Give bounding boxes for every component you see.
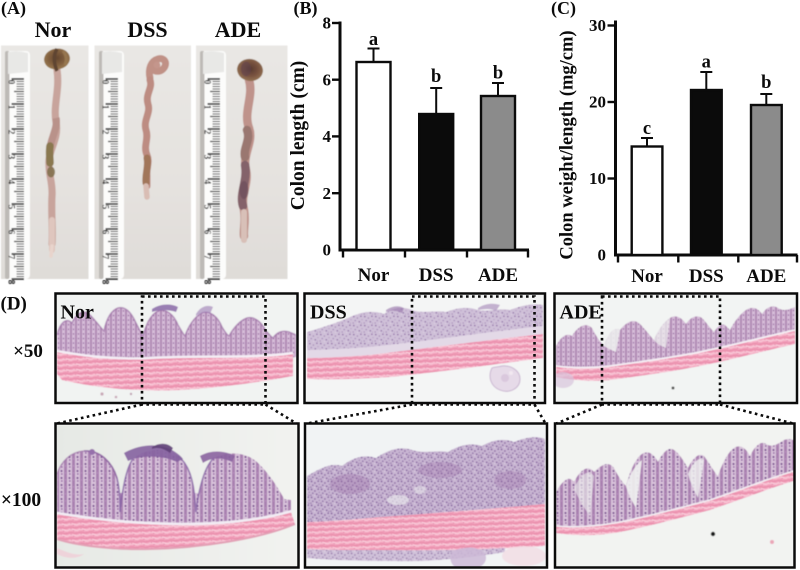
svg-text:×50: ×50 [13,341,43,362]
svg-text:(C): (C) [551,0,576,19]
svg-text:ADE: ADE [746,266,786,287]
svg-text:(D): (D) [1,294,27,315]
svg-text:Nor: Nor [631,266,663,287]
svg-text:ADE: ADE [478,265,518,286]
svg-text:ADE: ADE [215,17,261,42]
svg-text:10: 10 [589,169,606,188]
svg-text:ADE: ADE [560,302,602,324]
svg-text:(B): (B) [294,0,318,19]
svg-text:0: 0 [323,241,332,260]
svg-text:DSS: DSS [310,302,347,324]
svg-text:(A): (A) [1,0,26,19]
svg-text:×100: ×100 [1,490,41,511]
svg-text:a: a [702,53,711,73]
svg-text:DSS: DSS [127,17,167,42]
svg-text:6: 6 [323,70,332,89]
svg-text:Nor: Nor [35,17,72,42]
svg-text:DSS: DSS [689,266,724,287]
svg-text:8: 8 [323,14,332,33]
svg-text:Nor: Nor [61,302,94,324]
svg-text:4: 4 [323,127,332,146]
svg-text:b: b [761,73,771,93]
svg-text:30: 30 [589,16,606,35]
svg-text:Nor: Nor [358,265,390,286]
svg-text:2: 2 [323,184,332,203]
svg-text:b: b [493,64,503,84]
svg-text:c: c [643,119,651,139]
svg-text:Colon weight/length (mg/cm): Colon weight/length (mg/cm) [558,30,578,259]
svg-text:Colon length (cm): Colon length (cm) [288,61,309,211]
svg-text:DSS: DSS [419,265,454,286]
svg-text:0: 0 [598,246,607,265]
svg-text:b: b [431,67,441,87]
svg-text:20: 20 [589,93,606,112]
svg-text:a: a [369,30,378,50]
